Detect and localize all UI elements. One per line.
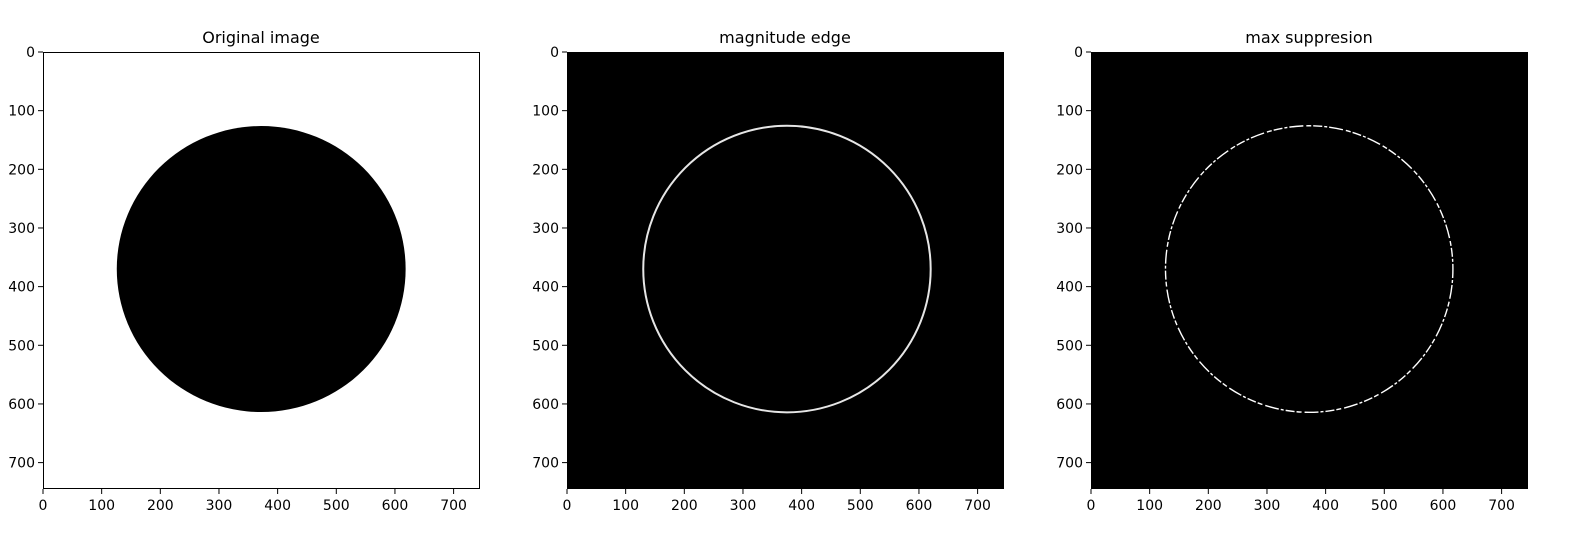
x-tick-label: 300: [730, 498, 757, 514]
disk-shape: [116, 126, 406, 413]
panel-max-suppresion: max suppresion 0 100 200 300 400 500 600 700 0 1…: [1056, 28, 1528, 514]
y-tick-label: 600: [1056, 397, 1083, 413]
x-tick-label: 700: [964, 498, 991, 514]
y-tick-label: 500: [532, 338, 559, 354]
x-tick-label: 300: [206, 498, 233, 514]
x-tick-label: 0: [1087, 498, 1096, 514]
x-tick-label: 300: [1254, 498, 1281, 514]
axes-frame: [1091, 52, 1528, 489]
y-axis: 0 100 200 300 400 500 600 700: [8, 45, 43, 472]
x-tick-label: 600: [906, 498, 933, 514]
image-background: [567, 52, 1004, 489]
x-tick-label: 600: [382, 498, 409, 514]
x-tick-label: 200: [1195, 498, 1222, 514]
x-tick-label: 700: [440, 498, 467, 514]
y-tick-label: 600: [8, 397, 35, 413]
x-tick-label: 100: [612, 498, 639, 514]
y-tick-label: 300: [8, 221, 35, 237]
x-axis: 0 100 200 300 400 500 600 700: [1087, 489, 1515, 514]
y-tick-label: 500: [1056, 338, 1083, 354]
axes-frame: [43, 52, 480, 489]
x-tick-label: 100: [88, 498, 115, 514]
x-tick-label: 400: [788, 498, 815, 514]
y-tick-label: 500: [8, 338, 35, 354]
x-tick-label: 600: [1430, 498, 1457, 514]
y-axis: 0 100 200 300 400 500 600 700: [1056, 45, 1091, 472]
x-tick-label: 400: [1312, 498, 1339, 514]
x-axis: 0 100 200 300 400 500 600 700: [39, 489, 467, 514]
y-tick-label: 400: [1056, 280, 1083, 296]
y-tick-label: 100: [1056, 104, 1083, 120]
x-tick-label: 0: [563, 498, 572, 514]
y-tick-label: 400: [8, 280, 35, 296]
x-tick-label: 200: [671, 498, 698, 514]
plot-area: [1091, 52, 1528, 489]
y-tick-label: 300: [1056, 221, 1083, 237]
y-tick-label: 200: [1056, 162, 1083, 178]
panel-original-image: Original image 0 100 200 300 400 500 600 700 0 1…: [8, 28, 480, 514]
y-tick-label: 0: [26, 45, 35, 61]
y-tick-label: 400: [532, 280, 559, 296]
x-tick-label: 500: [1371, 498, 1398, 514]
x-tick-label: 100: [1136, 498, 1163, 514]
y-tick-label: 0: [550, 45, 559, 61]
edge-dashed-ring: [1164, 125, 1454, 414]
edge-ring: [642, 124, 932, 414]
x-tick-label: 200: [147, 498, 174, 514]
x-tick-label: 500: [323, 498, 350, 514]
x-tick-label: 400: [264, 498, 291, 514]
panel-title: Original image: [202, 28, 320, 47]
y-axis: 0 100 200 300 400 500 600 700: [532, 45, 567, 472]
y-tick-label: 100: [532, 104, 559, 120]
y-tick-label: 700: [532, 456, 559, 472]
y-tick-label: 200: [532, 162, 559, 178]
y-tick-label: 0: [1074, 45, 1083, 61]
y-tick-label: 200: [8, 162, 35, 178]
x-axis: 0 100 200 300 400 500 600 700: [563, 489, 991, 514]
panel-magnitude-edge: magnitude edge 0 100 200 300 400 500 600 700 0 1…: [532, 28, 1004, 514]
panel-title: max suppresion: [1245, 28, 1373, 47]
plot-area: [567, 52, 1004, 489]
y-tick-label: 700: [8, 456, 35, 472]
x-tick-label: 500: [847, 498, 874, 514]
panel-title: magnitude edge: [719, 28, 851, 47]
x-tick-label: 700: [1488, 498, 1515, 514]
plot-area: [43, 52, 480, 489]
y-tick-label: 100: [8, 104, 35, 120]
x-tick-label: 0: [39, 498, 48, 514]
y-tick-label: 600: [532, 397, 559, 413]
y-tick-label: 300: [532, 221, 559, 237]
axes-frame: [567, 52, 1004, 489]
y-tick-label: 700: [1056, 456, 1083, 472]
image-background: [1091, 52, 1528, 489]
